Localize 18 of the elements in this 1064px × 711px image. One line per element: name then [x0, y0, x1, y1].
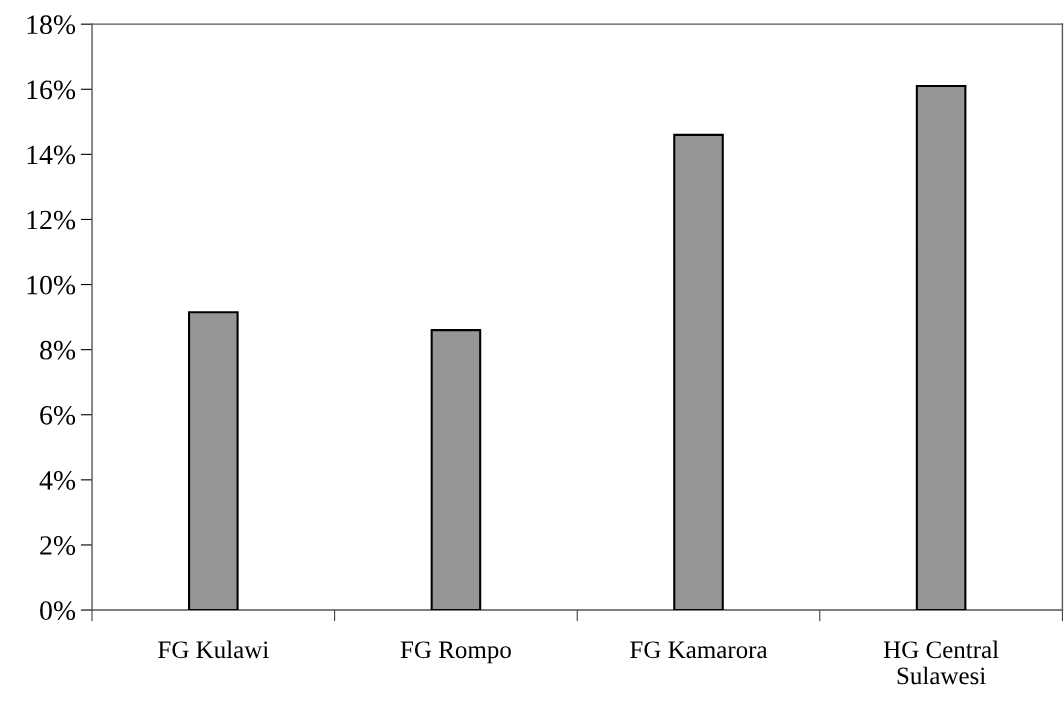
x-tick-label: FG Kulawi — [158, 640, 269, 659]
bar — [430, 329, 482, 611]
x-tick-label: FG Kamarora — [630, 641, 768, 659]
y-tick-label: 10% — [27, 275, 76, 295]
y-tick-label: 16% — [27, 80, 76, 100]
y-tick-label: 0% — [40, 601, 76, 621]
x-tick-label: FG Rompo — [400, 641, 511, 664]
bar — [673, 133, 724, 611]
y-tick-label: 18% — [27, 15, 76, 35]
bar — [915, 84, 967, 611]
y-tick-label: 4% — [39, 471, 76, 490]
y-tick-label: 6% — [40, 405, 76, 425]
y-tick-label: 14% — [27, 145, 76, 165]
y-tick-label: 2% — [40, 536, 76, 555]
y-tick-label: 12% — [27, 210, 76, 230]
bar — [188, 311, 239, 611]
x-tick-label: HG Central Sulawesi — [883, 640, 999, 685]
y-tick-label: 8% — [40, 340, 76, 360]
